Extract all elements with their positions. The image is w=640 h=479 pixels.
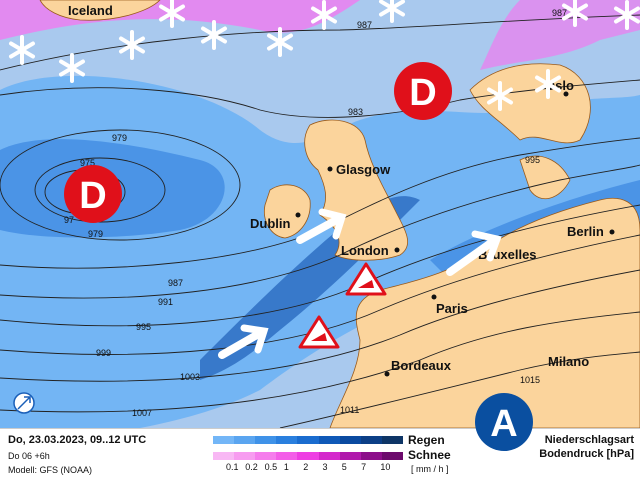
warning-icon: [298, 315, 340, 349]
model-name: Modell: GFS (NOAA): [8, 465, 93, 475]
label-iceland: Iceland: [68, 3, 113, 18]
rain-swatch: [234, 436, 256, 444]
forecast-run: Do 06 +6h: [8, 451, 50, 461]
snow-swatch: [297, 452, 319, 460]
snowflake-icon: [159, 0, 185, 28]
label-bordeaux: Bordeaux: [391, 358, 452, 373]
isobar-label: 983: [348, 107, 363, 117]
snow-swatch: [255, 452, 277, 460]
rain-color-scale: [213, 436, 403, 444]
snow-swatch: [213, 452, 235, 460]
snowflake-icon: [201, 20, 227, 50]
isobar-label: 979: [88, 229, 103, 239]
svg-text:D: D: [409, 72, 436, 114]
snowflake-icon: [311, 0, 337, 30]
isobar-label: 987: [552, 8, 567, 18]
snow-swatch: [318, 452, 340, 460]
scale-tick: 10: [380, 462, 391, 472]
isobar-label: 987: [168, 278, 183, 288]
isobar-label: 1015: [520, 375, 540, 385]
isobar-labels: 987 987 983 979 975 97 979 987 991 995 9…: [64, 8, 567, 418]
rain-swatch: [381, 436, 403, 444]
label-milano: Milano: [548, 354, 589, 369]
isobar-label: 987: [357, 20, 372, 30]
rain-swatch: [276, 436, 298, 444]
arrow-icon: [218, 324, 269, 359]
scale-tick: 5: [341, 462, 347, 472]
label-dublin: Dublin: [250, 216, 290, 231]
weather-map: 987 987 983 979 975 97 979 987 991 995 9…: [0, 0, 640, 428]
scale-tick: 2: [303, 462, 309, 472]
label-paris: Paris: [436, 301, 468, 316]
snowflake-icon: [119, 30, 145, 60]
forecast-datetime: Do, 23.03.2023, 09..12 UTC: [8, 434, 147, 446]
isobar-label: 975: [80, 158, 95, 168]
isobar-label: 995: [136, 322, 151, 332]
rain-swatch: [360, 436, 382, 444]
snow-label: Schnee: [408, 448, 451, 462]
warning-icons: [298, 262, 387, 349]
snow-swatch: [234, 452, 256, 460]
low-pressure-symbol: D: [64, 165, 122, 223]
scale-tick: 0.2: [245, 462, 258, 472]
legend-title-type: Niederschlagsart: [544, 434, 634, 446]
isobar-label: 97: [64, 215, 74, 225]
snow-color-scale: [213, 452, 403, 460]
label-glasgow: Glasgow: [336, 162, 391, 177]
snow-swatch: [339, 452, 361, 460]
isobar-label: 1007: [132, 408, 152, 418]
snow-swatch: [381, 452, 403, 460]
rain-swatch: [213, 436, 235, 444]
isobar-label: 995: [525, 155, 540, 165]
snowflake-icons: [9, 0, 640, 111]
snowflake-icon: [487, 81, 513, 111]
isobar-label: 1003: [180, 372, 200, 382]
snowflake-icon: [562, 0, 588, 27]
snowflake-icon: [267, 27, 293, 57]
high-pressure-symbol: A: [475, 393, 533, 451]
arrow-icon: [446, 230, 502, 276]
snowflake-icon: [9, 35, 35, 65]
snowflake-icon: [59, 53, 85, 83]
svg-text:A: A: [490, 403, 517, 445]
snowflake-icon: [379, 0, 405, 23]
snowflake-icon: [535, 69, 561, 99]
scale-tick: 1: [283, 462, 289, 472]
compass-icon[interactable]: [13, 392, 35, 414]
low-pressure-symbol: D: [394, 62, 452, 120]
snowflake-icon: [614, 0, 640, 30]
arrow-icon: [296, 208, 347, 244]
legend-footer: Do, 23.03.2023, 09..12 UTC Do 06 +6h Mod…: [0, 428, 640, 479]
label-berlin: Berlin: [567, 224, 604, 239]
svg-text:D: D: [79, 175, 106, 217]
unit-label: [ mm / h ]: [411, 464, 449, 474]
scale-tick: 7: [361, 462, 367, 472]
isobar-label: 1011: [340, 405, 359, 415]
snow-swatch: [360, 452, 382, 460]
rain-swatch: [255, 436, 277, 444]
snow-swatch: [276, 452, 298, 460]
label-london: London: [341, 243, 389, 258]
scale-tick: 0.5: [264, 462, 278, 472]
isobar-label: 979: [112, 133, 127, 143]
isobar-label: 999: [96, 348, 111, 358]
wind-arrow-icons: [218, 208, 502, 359]
warning-icon: [345, 262, 387, 296]
scale-tick: 0.1: [226, 462, 239, 472]
rain-swatch: [318, 436, 340, 444]
rain-swatch: [339, 436, 361, 444]
rain-label: Regen: [408, 433, 445, 447]
rain-swatch: [297, 436, 319, 444]
scale-tick: 3: [322, 462, 328, 472]
legend-title-pressure: Bodendruck [hPa]: [539, 448, 634, 460]
isobar-label: 991: [158, 297, 173, 307]
